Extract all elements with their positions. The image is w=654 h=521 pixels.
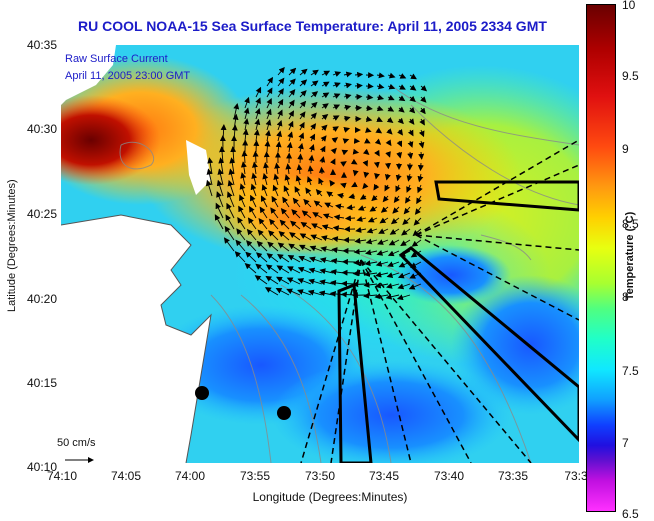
- scale-label: 50 cm/s: [57, 437, 96, 449]
- y-tick-label: 40:30: [0, 122, 57, 136]
- temperature-colorbar: [586, 4, 616, 512]
- x-tick-label: 73:45: [362, 469, 406, 483]
- current-vector: [346, 218, 355, 219]
- codar-station-marker: [277, 406, 291, 420]
- current-vector: [256, 141, 257, 152]
- current-vector: [353, 284, 366, 285]
- x-tick-label: 74:10: [40, 469, 84, 483]
- current-vector: [355, 97, 362, 98]
- current-vector: [366, 86, 373, 87]
- colorbar-tick-label: 7.5: [622, 364, 639, 378]
- x-axis-label: Longitude (Degrees:Minutes): [210, 490, 450, 504]
- colorbar-tick-label: 9.5: [622, 69, 639, 83]
- y-axis-label: Latitude (Degrees:Minutes): [6, 192, 18, 312]
- current-vector: [255, 152, 256, 163]
- x-tick-label: 74:05: [104, 469, 148, 483]
- chart-title: RU COOL NOAA-15 Sea Surface Temperature:…: [0, 18, 654, 34]
- sst-cold-patch: [391, 245, 511, 305]
- current-vector: [322, 168, 323, 174]
- current-vector: [343, 273, 356, 274]
- sst-map: [61, 45, 579, 463]
- y-tick-label: 40:35: [0, 38, 57, 52]
- colorbar-tick-label: 9: [622, 142, 629, 156]
- current-vector: [342, 283, 355, 284]
- codar-station-marker: [195, 386, 209, 400]
- map-plot-area: Raw Surface Current April 11, 2005 23:00…: [61, 45, 579, 463]
- x-tick-label: 74:00: [168, 469, 212, 483]
- colorbar-tick-label: 7: [622, 436, 629, 450]
- colorbar-tick-label: 10: [622, 0, 635, 12]
- current-vector: [421, 163, 422, 170]
- x-tick-label: 73:35: [491, 469, 535, 483]
- x-tick-label: 73:55: [233, 469, 277, 483]
- legend-current-label: Raw Surface Current: [65, 53, 168, 65]
- x-tick-label: 73:50: [298, 469, 342, 483]
- x-tick-label: 73:40: [427, 469, 471, 483]
- y-tick-label: 40:15: [0, 376, 57, 390]
- current-vector: [300, 154, 301, 163]
- current-vector: [355, 85, 362, 86]
- colorbar-label: Temperature (°C): [624, 186, 636, 326]
- legend-timestamp: April 11, 2005 23:00 GMT: [65, 70, 190, 82]
- current-vector: [355, 152, 358, 153]
